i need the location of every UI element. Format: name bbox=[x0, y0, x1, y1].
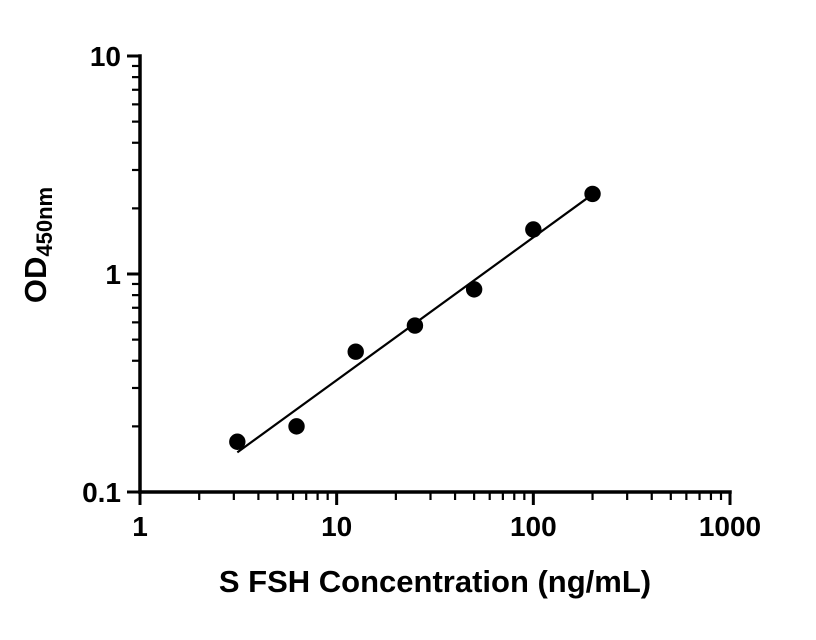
y-axis-ticks: 0.1 1 10 bbox=[82, 41, 140, 508]
x-tick-label: 10 bbox=[321, 511, 352, 542]
data-point bbox=[525, 221, 542, 238]
x-tick-label: 100 bbox=[510, 511, 557, 542]
x-tick-label: 1000 bbox=[699, 511, 761, 542]
data-points bbox=[229, 185, 601, 450]
data-point bbox=[288, 418, 305, 435]
y-tick-label: 1 bbox=[105, 259, 121, 290]
y-tick-label: 10 bbox=[90, 41, 121, 72]
y-tick-label: 0.1 bbox=[82, 477, 121, 508]
data-point bbox=[584, 185, 601, 203]
y-axis-title: OD450nm bbox=[18, 187, 57, 303]
y-axis-title-subscript: 450nm bbox=[32, 187, 57, 257]
x-tick-label: 1 bbox=[132, 511, 148, 542]
y-axis-title-main: OD bbox=[18, 257, 53, 304]
data-point bbox=[347, 343, 364, 360]
data-point bbox=[229, 433, 246, 450]
data-point bbox=[406, 317, 424, 334]
x-axis-ticks: 1 10 100 1000 bbox=[132, 492, 761, 542]
data-point bbox=[465, 281, 483, 298]
x-axis-title: S FSH Concentration (ng/mL) bbox=[219, 564, 651, 599]
